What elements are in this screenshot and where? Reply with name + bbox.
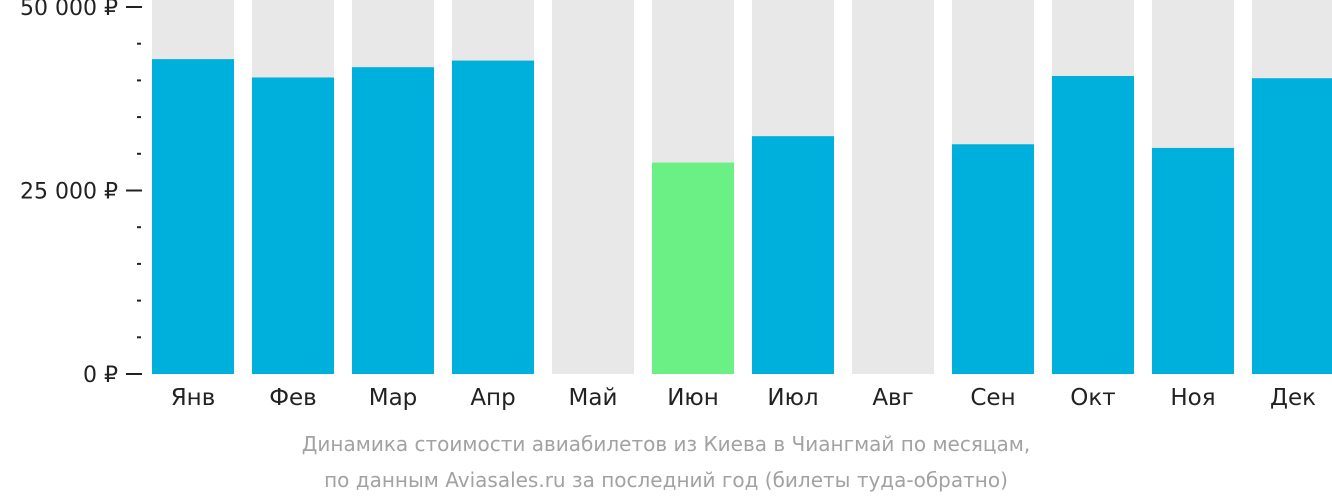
price-bars: [152, 59, 1332, 375]
bar-10[interactable]: [1152, 147, 1234, 374]
x-tick-label-3: Апр: [470, 385, 515, 411]
x-tick-label-4: Май: [569, 385, 618, 411]
price-chart: 0 ₽ 25 000 ₽ 50 000 ₽ Янв Фев Мар Апр Май Июн Ию…: [20, 0, 1332, 411]
y-tick-label-2: 50 000 ₽: [20, 0, 118, 21]
bar-11[interactable]: [1252, 78, 1332, 374]
y-axis: 0 ₽ 25 000 ₽ 50 000 ₽: [20, 0, 142, 388]
bar-0[interactable]: [152, 59, 234, 374]
chart-caption-line-1: Динамика стоимости авиабилетов из Киева …: [301, 432, 1031, 456]
bar-5[interactable]: [652, 162, 734, 374]
bar-background-7: [852, 0, 934, 374]
bar-2[interactable]: [352, 67, 434, 375]
chart-caption-line-2: по данным Aviasales.ru за последний год …: [324, 468, 1008, 492]
y-tick-label-1: 25 000 ₽: [20, 180, 118, 205]
x-axis: Янв Фев Мар Апр Май Июн Июл Авг Сен Окт Ноя Дек: [171, 385, 1316, 411]
x-tick-label-7: Авг: [872, 385, 913, 411]
x-tick-label-6: Июл: [767, 385, 818, 411]
x-tick-label-2: Мар: [369, 385, 418, 411]
x-tick-label-11: Дек: [1270, 385, 1316, 411]
x-tick-label-10: Ноя: [1170, 385, 1215, 411]
bar-8[interactable]: [952, 144, 1034, 374]
bar-1[interactable]: [252, 77, 334, 375]
x-tick-label-9: Окт: [1070, 385, 1115, 411]
y-tick-label-0: 0 ₽: [83, 363, 118, 388]
x-tick-label-5: Июн: [667, 385, 719, 411]
bar-6[interactable]: [752, 136, 834, 374]
x-tick-label-1: Фев: [269, 385, 317, 411]
bar-9[interactable]: [1052, 75, 1134, 374]
bar-background-4: [552, 0, 634, 374]
x-tick-label-8: Сен: [970, 385, 1015, 411]
bar-3[interactable]: [452, 60, 534, 374]
x-tick-label-0: Янв: [171, 385, 216, 411]
